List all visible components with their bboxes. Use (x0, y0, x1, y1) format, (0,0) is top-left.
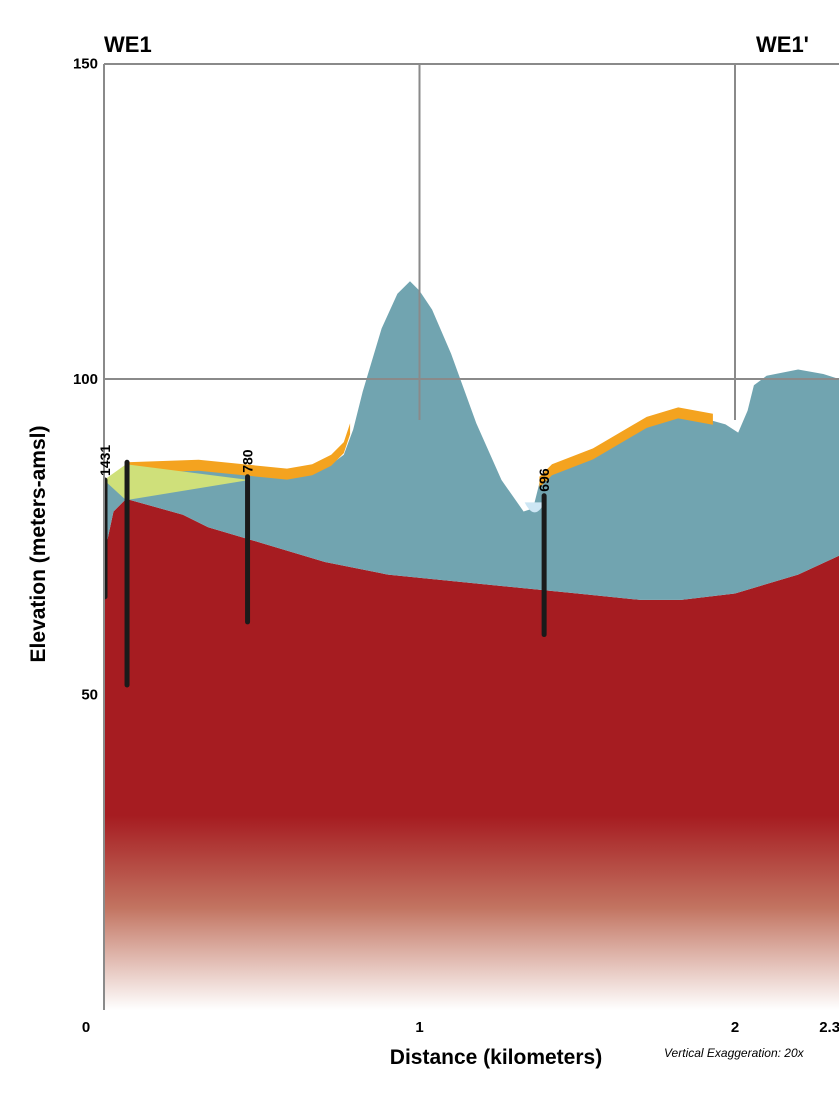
y-tick-label: 150 (73, 56, 98, 73)
well-label: 780 (240, 449, 256, 473)
section-start-label: WE1 (104, 32, 152, 57)
main-unit (104, 281, 839, 600)
basement-unit (104, 498, 839, 1010)
x-tick-label: 2 (731, 1019, 739, 1036)
vertical-exaggeration-note: Vertical Exaggeration: 20x (664, 1046, 805, 1060)
x-tick-label: 1 (415, 1019, 423, 1036)
well-label: 1431 (97, 445, 113, 476)
y-tick-label: 50 (81, 687, 98, 704)
x-tick-label: 2.3 (819, 1019, 839, 1036)
section-end-label: WE1' (756, 32, 809, 57)
y-axis-label: Elevation (meters-amsl) (27, 426, 50, 663)
water-body (524, 502, 545, 513)
x-axis-label: Distance (kilometers) (390, 1046, 602, 1069)
top-layer (126, 407, 713, 488)
light-green-wedge (104, 464, 250, 501)
x-tick-label: 0 (82, 1019, 90, 1036)
y-tick-label: 100 (73, 371, 98, 388)
well-label: 696 (536, 468, 552, 492)
